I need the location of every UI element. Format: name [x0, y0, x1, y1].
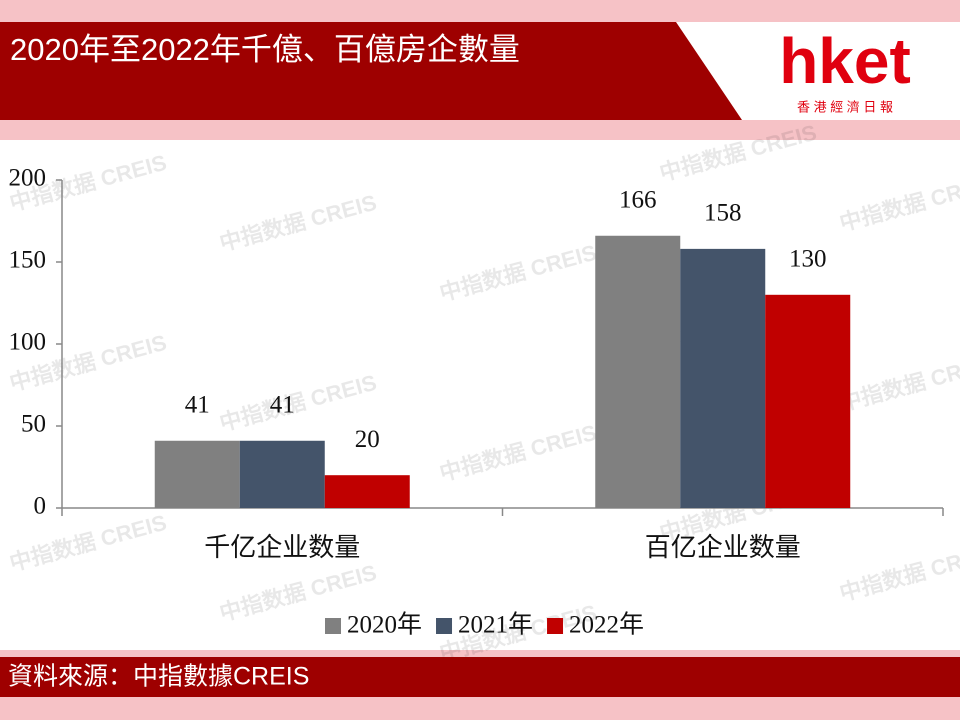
source-bar: [0, 657, 960, 697]
bar: [239, 440, 325, 508]
logo: hket: [779, 25, 911, 97]
value-label: 158: [704, 200, 742, 227]
legend-swatch: [325, 618, 341, 634]
bar: [680, 248, 766, 508]
y-tick-label: 50: [21, 411, 46, 438]
y-tick-label: 150: [9, 247, 47, 274]
y-tick-label: 100: [9, 329, 47, 356]
value-label: 41: [270, 391, 295, 418]
chart-title: 2020年至2022年千億、百億房企數量: [10, 32, 520, 67]
logo-name: 香 港 經 濟 日 報: [797, 99, 893, 114]
legend-label: 2020年: [347, 611, 422, 639]
y-tick-label: 200: [9, 165, 47, 192]
value-label: 41: [185, 391, 210, 418]
legend-swatch: [547, 618, 564, 634]
bar: [595, 235, 681, 508]
value-label: 166: [619, 186, 657, 213]
value-label: 20: [355, 426, 380, 453]
plot: 0 50 100 150 200 千亿企业数量 41 41 20 百亿企业数量 166 158 130 2…: [9, 165, 944, 639]
legend-swatch: [436, 618, 453, 634]
bar: [765, 294, 851, 508]
x-tick-label: 百亿企业数量: [645, 532, 801, 562]
bar: [324, 475, 410, 508]
legend-label: 2022年: [569, 611, 644, 639]
value-label: 130: [789, 246, 827, 273]
x-tick-label: 千亿企业数量: [204, 532, 360, 562]
y-tick-label: 0: [34, 493, 47, 520]
logo-panel: [676, 22, 960, 120]
source: 資料來源：中指數據CREIS: [8, 663, 309, 691]
bar: [154, 440, 240, 508]
legend-label: 2021年: [458, 611, 533, 639]
